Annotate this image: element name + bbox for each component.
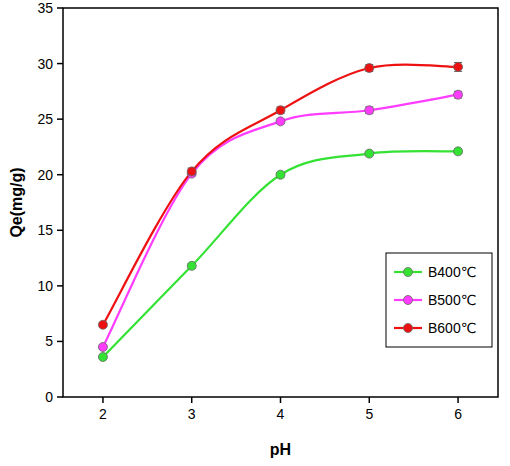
data-point	[187, 167, 196, 176]
x-tick-label: 6	[454, 406, 462, 422]
y-tick-label: 25	[37, 111, 53, 127]
x-tick	[280, 397, 282, 403]
y-tick	[57, 341, 63, 343]
y-tick	[57, 396, 63, 398]
data-point	[98, 342, 107, 351]
y-tick	[57, 285, 63, 287]
legend-marker	[404, 324, 413, 333]
y-tick	[57, 118, 63, 120]
y-tick	[57, 174, 63, 176]
y-tick	[57, 63, 63, 65]
data-point	[454, 90, 463, 99]
x-tick-label: 2	[99, 406, 107, 422]
y-tick-label: 35	[37, 0, 53, 16]
error-bar	[454, 62, 462, 71]
data-point	[276, 117, 285, 126]
y-tick-label: 20	[37, 167, 53, 183]
legend: B400℃ B500℃ B600℃	[386, 253, 492, 347]
x-tick-label: 3	[188, 406, 196, 422]
x-tick	[457, 397, 459, 403]
x-axis-label: pH	[270, 441, 291, 458]
data-point	[98, 320, 107, 329]
legend-label: B600℃	[428, 320, 476, 336]
data-point	[365, 106, 374, 115]
legend-label: B400℃	[428, 264, 476, 280]
y-tick-label: 0	[45, 389, 53, 405]
legend-marker	[404, 268, 413, 277]
legend-box	[386, 253, 492, 347]
data-point	[276, 106, 285, 115]
x-tick-label: 5	[365, 406, 373, 422]
y-tick-label: 10	[37, 278, 53, 294]
legend-label: B500℃	[428, 292, 476, 308]
y-tick-label: 15	[37, 222, 53, 238]
plot-frame	[63, 8, 498, 397]
y-tick-label: 5	[45, 333, 53, 349]
chart: 2345605101520253035pHQe(mg/g)B400℃B500℃B…	[0, 0, 510, 466]
legend-marker	[404, 296, 413, 305]
x-tick-label: 4	[277, 406, 285, 422]
y-tick-label: 30	[37, 56, 53, 72]
x-tick	[102, 397, 104, 403]
data-point	[98, 352, 107, 361]
x-tick	[191, 397, 193, 403]
data-point	[454, 147, 463, 156]
data-point	[187, 261, 196, 270]
data-point	[365, 149, 374, 158]
x-tick	[369, 397, 371, 403]
data-point	[365, 64, 374, 73]
y-tick	[57, 7, 63, 9]
data-point	[276, 170, 285, 179]
data-point	[454, 62, 463, 71]
y-axis-label: Qe(mg/g)	[8, 167, 25, 237]
y-tick	[57, 230, 63, 232]
